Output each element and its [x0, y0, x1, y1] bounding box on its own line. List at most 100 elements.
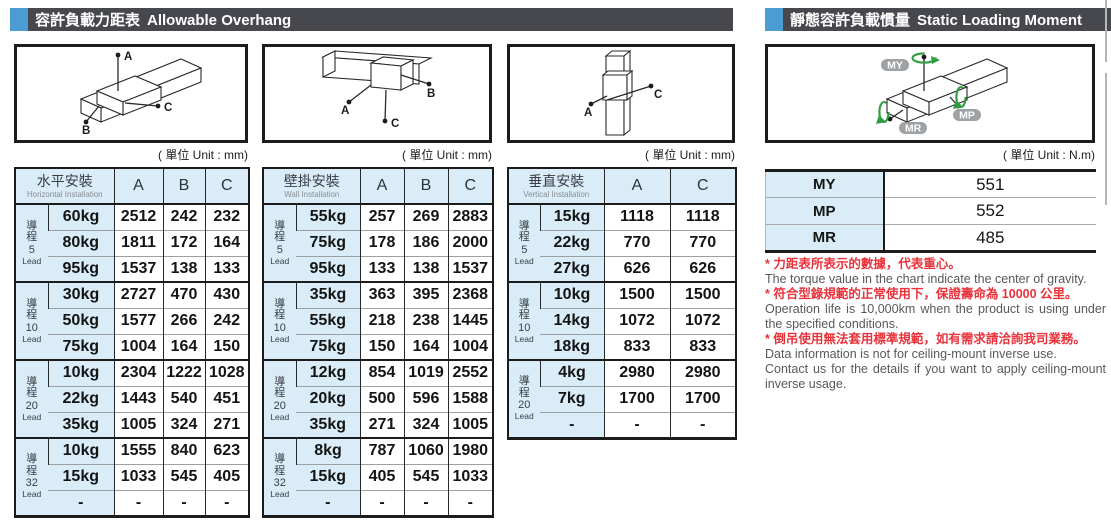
section-title: 靜態容許負載慣量 Static Loading Moment: [790, 9, 1082, 30]
table-row: 導程 20 Lead 4kg 2980 2980: [508, 359, 736, 438]
moment-label: MY: [765, 170, 884, 198]
moment-label: MR: [765, 224, 884, 252]
value-cell: -: [669, 411, 736, 438]
value-cell: 1700: [669, 385, 736, 412]
value-cell: 1555: [113, 437, 164, 464]
value-cell: -: [204, 489, 250, 516]
load-cell: 18kg: [540, 333, 604, 360]
column-header-A: A: [113, 168, 164, 205]
value-cell: 269: [403, 204, 448, 230]
lead-cell: 導程 20 Lead: [508, 359, 540, 438]
section-title-zh: 容許負載力距表: [35, 12, 141, 29]
moment-label: MP: [765, 197, 884, 225]
mr-pill: [899, 122, 927, 134]
load-cell: 35kg: [48, 411, 115, 438]
value-cell: 451: [204, 385, 250, 412]
table-row: ---: [508, 411, 736, 438]
value-cell: 1537: [447, 255, 493, 282]
table-row: 14kg 1072 1072: [508, 307, 736, 334]
section-title-en: Allowable Overhang: [147, 12, 292, 29]
value-cell: 172: [162, 229, 206, 256]
load-cell: -: [540, 411, 604, 438]
table-row: 導程 5 Lead 15kg 1118 1118: [508, 204, 736, 282]
value-cell: 1072: [603, 307, 670, 334]
load-cell: 7kg: [540, 385, 604, 412]
horizontal-installation-table: 水平安裝 Horizontal Installation A B C 導程 5 Lead 60k…: [14, 167, 251, 518]
load-cell: 20kg: [296, 385, 360, 412]
value-cell: 1072: [669, 307, 736, 334]
column-header-A: A: [603, 168, 670, 205]
value-cell: 545: [403, 463, 448, 490]
value-cell: 770: [603, 229, 670, 256]
moment-diagram: MY MP MR: [765, 44, 1095, 143]
load-cell: 22kg: [48, 385, 115, 412]
value-cell: 1060: [403, 437, 448, 464]
table-row: 7kg 1700 1700: [508, 385, 736, 412]
value-cell: 626: [669, 255, 736, 282]
value-cell: 1500: [669, 281, 736, 308]
moment-row: MR 485: [765, 224, 1096, 252]
value-cell: 2368: [447, 281, 493, 308]
value-cell: 833: [669, 333, 736, 360]
load-cell: 95kg: [48, 255, 115, 282]
value-cell: 257: [359, 204, 404, 230]
load-cell: 12kg: [295, 359, 360, 386]
table-row: 導程 20 Lead 10kg 2304 1222 1028: [15, 359, 250, 438]
table-row: 導程 5 Lead 60kg 2512 242 232: [15, 204, 250, 282]
value-cell: 833: [603, 333, 670, 360]
value-cell: 770: [669, 229, 736, 256]
value-cell: -: [447, 489, 493, 516]
load-cell: 75kg: [296, 229, 360, 256]
wall-installation-table: 壁掛安裝 Wall Installation A B C 導程 5 Lead 55kg 257 26…: [262, 167, 494, 518]
value-cell: 1033: [113, 463, 164, 490]
value-cell: 1500: [603, 281, 670, 308]
section-title-zh: 靜態容許負載慣量: [790, 12, 911, 29]
static-loading-moment-table: MY 551 MP 552 MR 485: [765, 169, 1096, 253]
lead-cell: 導程 10 Lead: [508, 281, 540, 360]
page-edge-mark: [1105, 0, 1107, 62]
note-zh: * 符合型錄規範的正常使用下，保證壽命為 10000 公里。: [765, 287, 1078, 301]
point-c-label: C: [654, 89, 662, 101]
value-cell: 186: [403, 229, 448, 256]
load-cell: 22kg: [540, 229, 604, 256]
load-cell: 10kg: [539, 281, 604, 308]
value-cell: 133: [359, 255, 404, 282]
table-row: 導程 32 Lead 10kg 1555 840 623: [15, 437, 250, 516]
vertical-install-sketch: A C: [584, 49, 662, 137]
value-cell: 2512: [113, 204, 164, 230]
value-cell: 470: [162, 281, 206, 308]
note-en: The torque value in the chart indicate t…: [765, 272, 1087, 286]
table-row: 80kg 1811 172 164: [15, 229, 250, 256]
unit-label-mm: ( 單位 Unit : mm): [402, 148, 492, 162]
load-cell: 80kg: [48, 229, 115, 256]
table-title: 水平安裝 Horizontal Installation: [15, 168, 115, 205]
value-cell: 324: [162, 411, 206, 438]
value-cell: 271: [204, 411, 250, 438]
load-cell: 4kg: [539, 359, 604, 386]
table-row: 導程 32 Lead 8kg 787 1060 1980: [263, 437, 493, 516]
value-cell: 242: [204, 307, 250, 334]
value-cell: 596: [403, 385, 448, 412]
value-cell: 2552: [447, 359, 493, 386]
page-edge-mark: [1105, 73, 1107, 205]
column-header-A: A: [359, 168, 404, 205]
value-cell: 2980: [669, 359, 736, 386]
load-cell: 35kg: [295, 281, 360, 308]
value-cell: 405: [359, 463, 404, 490]
value-cell: 540: [162, 385, 206, 412]
note-en: Data information is not for ceiling-moun…: [765, 347, 1057, 361]
load-cell: 15kg: [296, 463, 360, 490]
table-title: 壁掛安裝 Wall Installation: [263, 168, 360, 205]
value-cell: 626: [603, 255, 670, 282]
load-cell: -: [48, 489, 115, 516]
value-cell: 164: [403, 333, 448, 360]
blue-accent-square: [10, 8, 28, 31]
table-row: 15kg 405 545 1033: [263, 463, 493, 490]
value-cell: 1443: [113, 385, 164, 412]
value-cell: 395: [403, 281, 448, 308]
value-cell: 787: [359, 437, 404, 464]
value-cell: 2727: [113, 281, 164, 308]
value-cell: 266: [162, 307, 206, 334]
value-cell: 854: [359, 359, 404, 386]
section-header-static-loading-moment: 靜態容許負載慣量 Static Loading Moment: [765, 8, 1111, 31]
